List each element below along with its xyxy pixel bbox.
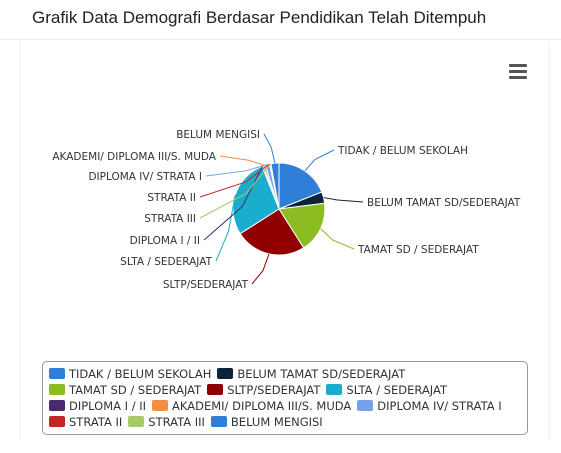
legend-row: STRATA II STRATA III BELUM MENGISI [49, 414, 521, 430]
legend-item[interactable]: DIPLOMA I / II [49, 398, 146, 414]
data-label-connector [251, 253, 270, 285]
legend-label: BELUM MENGISI [230, 415, 323, 429]
legend-label: SLTP/SEDERAJAT [227, 383, 321, 397]
data-label-connector [199, 163, 271, 198]
data-label: SLTP/SEDERAJAT [163, 279, 249, 291]
legend-row: TIDAK / BELUM SEKOLAH BELUM TAMAT SD/SEDE… [49, 366, 521, 382]
data-label: BELUM TAMAT SD/SEDERAJAT [367, 197, 521, 209]
legend-row: DIPLOMA I / II AKADEMI/ DIPLOMA III/S. MU… [49, 398, 521, 414]
legend-swatch [128, 416, 145, 427]
hamburger-menu-icon[interactable] [509, 64, 527, 80]
data-label: AKADEMI/ DIPLOMA III/S. MUDA [52, 151, 216, 163]
legend-swatch [326, 384, 343, 395]
legend-label: DIPLOMA I / II [69, 399, 147, 413]
data-label-connector [203, 165, 264, 241]
legend-item[interactable]: TAMAT SD / SEDERAJAT [49, 382, 201, 398]
legend-label: DIPLOMA IV/ STRATA I [377, 399, 502, 413]
legend-label: STRATA II [69, 415, 123, 429]
data-label-connector [219, 155, 265, 166]
data-label: DIPLOMA IV/ STRATA I [88, 171, 202, 183]
data-label: SLTA / SEDERAJAT [120, 256, 212, 268]
data-label-connector [199, 163, 272, 219]
legend-label: BELUM TAMAT SD/SEDERAJAT [237, 367, 406, 381]
data-label-connector [215, 194, 236, 262]
panel-header: Grafik Data Demografi Berdasar Pendidika… [0, 0, 561, 40]
data-label-connector [320, 228, 355, 250]
legend-label: AKADEMI/ DIPLOMA III/S. MUDA [172, 399, 352, 413]
legend-swatch [49, 384, 65, 395]
legend-item[interactable]: STRATA II [49, 414, 122, 430]
data-label: STRATA III [144, 213, 196, 225]
legend-swatch [217, 368, 234, 379]
data-label: BELUM MENGISI [176, 129, 260, 141]
legend-item[interactable]: AKADEMI/ DIPLOMA III/S. MUDA [152, 398, 351, 414]
legend-item[interactable]: BELUM MENGISI [210, 414, 323, 430]
legend-swatch [152, 400, 169, 411]
legend-swatch [49, 368, 65, 379]
pie-slice[interactable] [278, 202, 326, 249]
legend-item[interactable]: TIDAK / BELUM SEKOLAH [49, 366, 211, 382]
pie-slice[interactable] [239, 208, 305, 256]
data-label-connector [323, 197, 364, 203]
legend-swatch [210, 416, 227, 427]
legend-label: TIDAK / BELUM SEKOLAH [69, 367, 212, 381]
legend-label: TAMAT SD / SEDERAJAT [69, 383, 202, 397]
data-label-connector [205, 164, 268, 177]
page-title: Grafik Data Demografi Berdasar Pendidika… [32, 8, 487, 27]
legend-item[interactable]: SLTA / SEDERAJAT [326, 382, 447, 398]
legend-swatch [207, 384, 224, 395]
legend-label: STRATA III [148, 415, 205, 429]
data-label: TAMAT SD / SEDERAJAT [357, 244, 479, 256]
legend-swatch [357, 400, 374, 411]
legend-item[interactable]: SLTP/SEDERAJAT [207, 382, 320, 398]
legend-swatch [49, 416, 65, 427]
data-label: STRATA II [147, 192, 196, 204]
legend-label: SLTA / SEDERAJAT [346, 383, 447, 397]
legend-row: TAMAT SD / SEDERAJAT SLTP/SEDERAJAT SLTA /… [49, 382, 521, 398]
data-label: TIDAK / BELUM SEKOLAH [337, 145, 468, 157]
chart-legend: TIDAK / BELUM SEKOLAH BELUM TAMAT SD/SEDE… [42, 361, 528, 435]
legend-item[interactable]: BELUM TAMAT SD/SEDERAJAT [217, 366, 405, 382]
data-label-connector [304, 149, 335, 172]
legend-swatch [49, 400, 65, 411]
legend-item[interactable]: DIPLOMA IV/ STRATA I [357, 398, 502, 414]
data-label-connector [263, 133, 276, 164]
chart-area [20, 41, 550, 441]
legend-item[interactable]: STRATA III [128, 414, 205, 430]
data-label: DIPLOMA I / II [130, 235, 200, 247]
